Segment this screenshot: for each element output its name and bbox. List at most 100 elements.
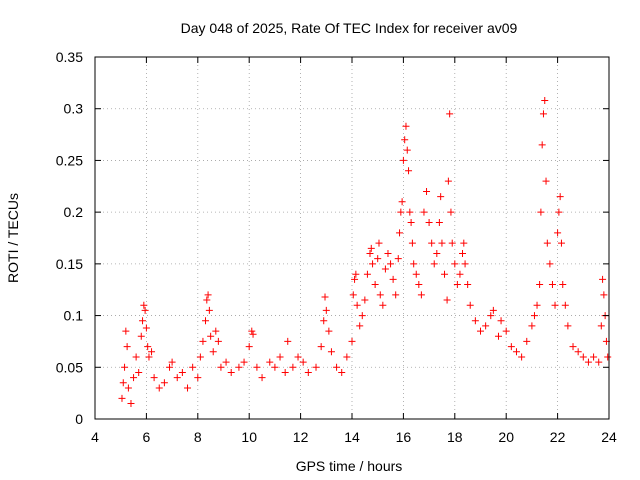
data-point — [374, 255, 382, 263]
data-point — [317, 343, 325, 351]
data-point — [173, 374, 181, 382]
data-point — [497, 317, 505, 325]
data-point — [299, 358, 307, 366]
y-tick-label: 0.1 — [64, 308, 84, 324]
data-point — [248, 327, 256, 335]
data-point — [397, 208, 405, 216]
data-point — [559, 281, 567, 289]
data-point — [363, 270, 371, 278]
x-tick-label: 16 — [396, 429, 412, 445]
data-point — [561, 301, 569, 309]
data-point — [407, 218, 415, 226]
data-point — [537, 208, 545, 216]
data-point — [204, 291, 212, 299]
data-point — [403, 146, 411, 154]
data-point — [130, 374, 138, 382]
data-point — [556, 193, 564, 201]
data-point — [551, 301, 559, 309]
data-point — [148, 348, 156, 356]
data-point — [446, 110, 454, 118]
data-point — [518, 353, 526, 361]
data-point — [184, 384, 192, 392]
data-point — [321, 293, 329, 301]
data-point — [539, 110, 547, 118]
data-point — [530, 312, 538, 320]
data-point — [507, 343, 515, 351]
data-point — [199, 337, 207, 345]
data-point — [451, 260, 459, 268]
data-point — [227, 368, 235, 376]
data-point — [384, 250, 392, 258]
data-point — [222, 358, 230, 366]
data-point — [599, 275, 607, 283]
data-point — [338, 368, 346, 376]
data-point — [584, 358, 592, 366]
data-point — [541, 96, 549, 104]
data-point — [542, 177, 550, 185]
data-point — [487, 312, 495, 320]
data-point — [349, 291, 357, 299]
x-tick-label: 14 — [344, 429, 360, 445]
data-point — [289, 363, 297, 371]
data-point — [217, 363, 225, 371]
data-point — [145, 353, 153, 361]
data-point — [430, 260, 438, 268]
data-point — [284, 337, 292, 345]
data-point — [425, 218, 433, 226]
data-point — [528, 322, 536, 330]
data-point — [240, 358, 248, 366]
x-tick-label: 4 — [91, 429, 99, 445]
data-point — [127, 399, 135, 407]
x-axis-label: GPS time / hours — [296, 458, 403, 474]
data-point — [271, 363, 279, 371]
data-point — [235, 363, 243, 371]
data-point — [376, 291, 384, 299]
data-point — [438, 239, 446, 247]
y-tick-label: 0 — [75, 411, 83, 427]
data-point — [322, 306, 330, 314]
data-point — [435, 218, 443, 226]
data-point — [327, 348, 335, 356]
data-point — [304, 368, 312, 376]
data-point — [461, 260, 469, 268]
data-point — [428, 239, 436, 247]
data-point — [137, 332, 145, 340]
data-point — [343, 353, 351, 361]
y-axis-label: ROTI / TECUs — [5, 193, 21, 283]
x-tick-label: 20 — [498, 429, 514, 445]
data-point — [399, 156, 407, 164]
data-point — [203, 296, 211, 304]
data-point — [448, 239, 456, 247]
data-point — [266, 358, 274, 366]
axis-ticks — [94, 56, 610, 420]
data-point — [276, 353, 284, 361]
data-point — [212, 327, 220, 335]
data-point — [574, 348, 582, 356]
data-point — [536, 281, 544, 289]
data-point — [554, 229, 562, 237]
data-point — [557, 239, 565, 247]
data-point — [141, 306, 149, 314]
data-point — [597, 322, 605, 330]
data-point — [398, 198, 406, 206]
data-point — [406, 208, 414, 216]
data-point — [196, 353, 204, 361]
data-point — [579, 353, 587, 361]
data-point — [366, 250, 374, 258]
data-point — [433, 250, 441, 258]
y-tick-label: 0.25 — [56, 152, 83, 168]
data-point — [205, 306, 213, 314]
data-point — [253, 363, 261, 371]
data-point — [466, 301, 474, 309]
data-point — [140, 301, 148, 309]
data-point — [546, 260, 554, 268]
data-point — [494, 332, 502, 340]
data-point — [555, 208, 563, 216]
data-point — [447, 208, 455, 216]
data-point — [367, 244, 375, 252]
data-point — [139, 317, 147, 325]
data-point — [482, 322, 490, 330]
data-point — [124, 384, 132, 392]
data-point — [443, 296, 451, 304]
data-point — [245, 343, 253, 351]
